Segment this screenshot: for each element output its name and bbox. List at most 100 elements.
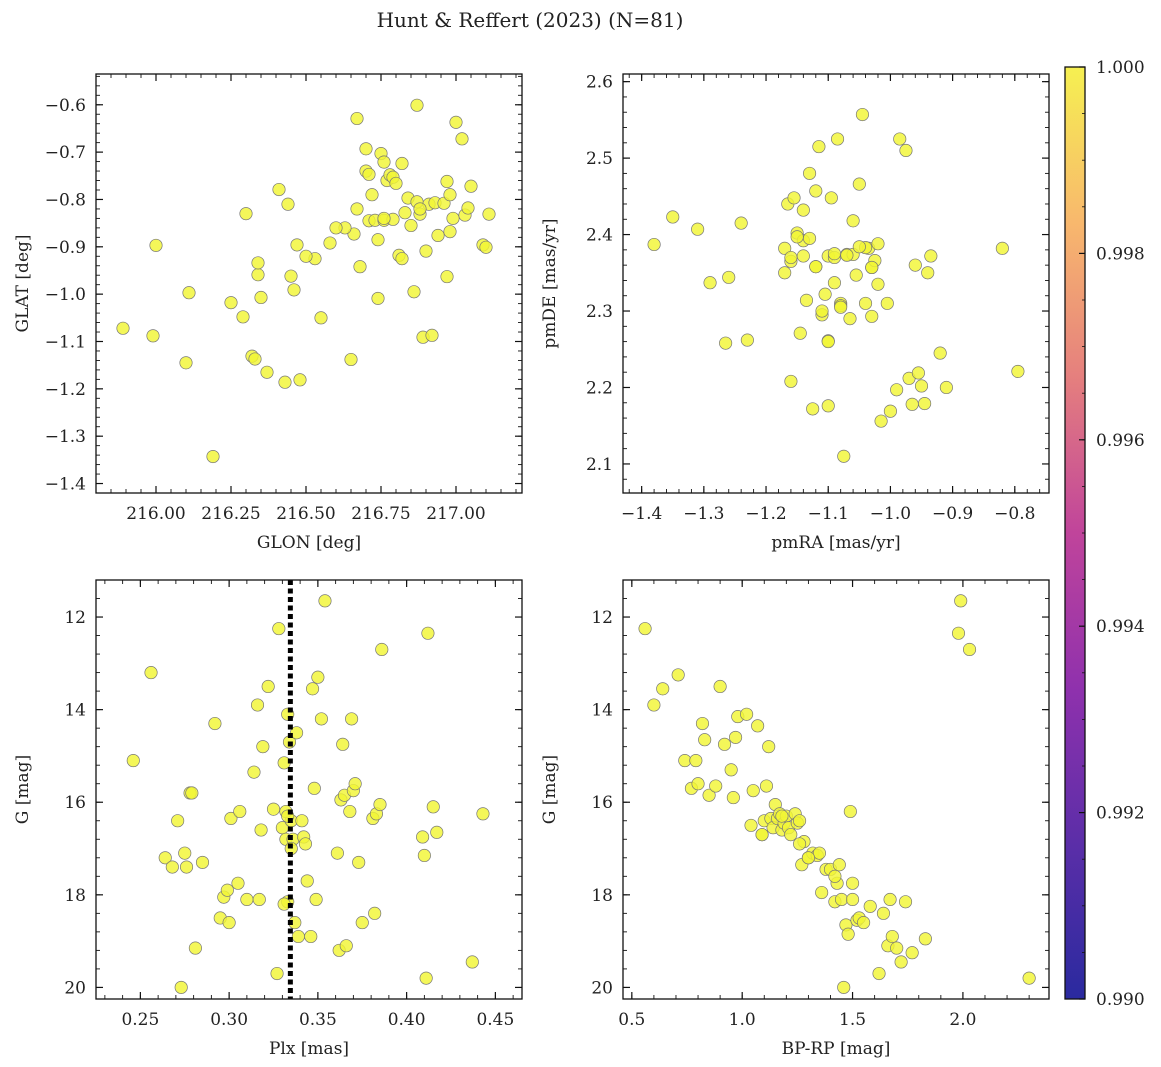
data-point	[821, 335, 835, 349]
data-point	[336, 737, 350, 751]
data-point	[793, 837, 807, 851]
data-point	[890, 941, 904, 955]
data-point	[796, 203, 810, 217]
data-point	[883, 404, 897, 418]
x-axis-label: Plx [mas]	[269, 1039, 349, 1059]
data-point	[899, 143, 913, 158]
data-point	[287, 283, 301, 297]
data-point	[880, 296, 894, 310]
data-point	[726, 791, 740, 805]
data-point	[755, 828, 769, 842]
data-point	[350, 111, 364, 126]
data-point	[309, 892, 323, 907]
panels: 216.00 216.25 216.50 216.75 217.00−1.4−1.3−1…	[13, 73, 1050, 1059]
data-point	[951, 626, 966, 640]
x-tick-label: 1.0	[729, 1010, 756, 1030]
data-point	[377, 155, 391, 169]
data-point	[724, 763, 738, 777]
data-point	[894, 955, 908, 969]
data-point	[827, 276, 841, 290]
data-point	[778, 266, 792, 280]
data-point	[144, 666, 158, 680]
data-point	[744, 818, 758, 832]
y-axis-label: pmDE [mas/yr]	[540, 218, 560, 348]
data-point	[954, 594, 968, 608]
data-point	[843, 804, 857, 819]
data-point	[709, 779, 723, 793]
data-point	[793, 326, 807, 340]
data-point	[806, 402, 820, 416]
data-point	[837, 449, 851, 463]
panel-glon-glat: 216.00 216.25 216.50 216.75 217.00 −1.4 −1.3 −1…	[13, 73, 523, 553]
y-tick-label: 2.2	[586, 378, 613, 398]
data-point	[270, 966, 284, 981]
data-point	[729, 730, 743, 744]
data-point	[377, 211, 391, 225]
colorbar-tick-label: 0.998	[1096, 244, 1145, 264]
y-tick-label: 14	[591, 701, 613, 721]
data-point	[233, 804, 247, 819]
data-point	[852, 240, 866, 254]
data-point	[179, 860, 194, 874]
data-point	[449, 115, 463, 129]
data-point	[872, 966, 886, 981]
data-point	[905, 946, 919, 960]
data-point	[416, 830, 430, 844]
data-point	[174, 980, 188, 994]
data-point	[165, 860, 179, 874]
data-point	[832, 858, 846, 872]
data-point	[918, 396, 932, 411]
data-point	[818, 287, 832, 301]
data-point	[809, 184, 823, 198]
data-point	[464, 179, 478, 193]
data-point	[865, 260, 879, 274]
data-point	[195, 855, 210, 869]
data-point	[443, 225, 457, 239]
data-point	[299, 249, 313, 263]
data-point	[476, 807, 490, 821]
data-point	[350, 202, 364, 216]
y-axis-label: G [mag]	[13, 755, 33, 824]
data-point	[284, 269, 298, 283]
colorbar: 0.990 0.992 0.994 0.996 0.998 1.000	[1064, 58, 1145, 1010]
y-tick-label: −1.4	[45, 475, 86, 495]
data-point	[482, 207, 496, 221]
y-tick-label: −0.6	[45, 96, 86, 116]
data-point	[395, 156, 409, 171]
data-point	[146, 329, 160, 343]
data-point	[857, 916, 871, 930]
data-point	[812, 140, 826, 154]
data-point	[278, 375, 292, 389]
y-tick-label: −0.9	[45, 238, 86, 258]
data-point	[240, 892, 254, 907]
data-point	[647, 237, 661, 252]
x-tick-label: 216.00	[126, 504, 185, 524]
data-point	[353, 260, 367, 274]
data-point	[389, 176, 403, 190]
data-point	[809, 260, 823, 274]
data-point	[182, 286, 196, 300]
data-point	[784, 828, 798, 842]
data-point	[918, 932, 932, 946]
data-point	[834, 300, 848, 314]
data-point	[185, 786, 199, 800]
panel-pmra-pmde: −1.4 −1.3 −1.2 −1.1 −1.0 −0.9 −0.8 2.1 2.2 2.3 2.4…	[540, 73, 1050, 553]
data-point	[666, 210, 680, 224]
data-point	[924, 249, 938, 263]
axes-frame	[622, 579, 1050, 1000]
data-point	[371, 291, 385, 305]
data-point	[717, 737, 732, 751]
y-tick-label: 2.1	[586, 455, 613, 475]
data-point	[373, 797, 387, 812]
data-point	[846, 892, 860, 907]
data-point	[291, 929, 305, 944]
x-tick-label: −1.3	[683, 504, 724, 524]
axes-frame	[95, 73, 523, 494]
data-point	[828, 869, 842, 883]
data-point	[787, 191, 801, 205]
data-point	[691, 222, 705, 236]
data-point	[421, 626, 435, 640]
data-point	[914, 379, 929, 393]
colorbar-tick-label: 0.992	[1096, 804, 1145, 824]
